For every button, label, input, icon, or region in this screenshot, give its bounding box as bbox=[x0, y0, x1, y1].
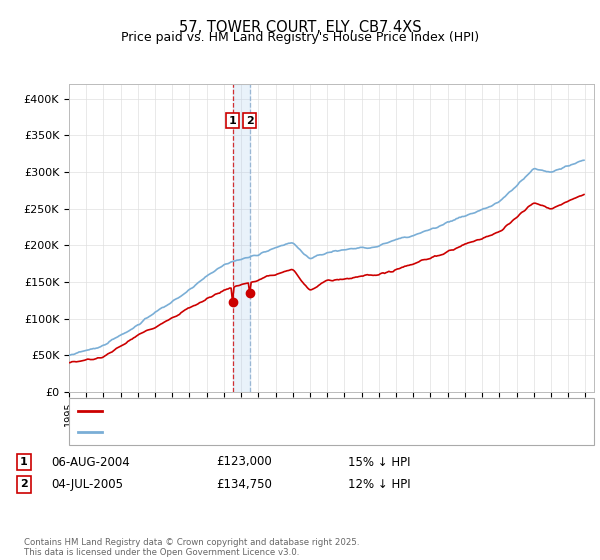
Text: 15% ↓ HPI: 15% ↓ HPI bbox=[348, 455, 410, 469]
Text: 1: 1 bbox=[20, 457, 28, 467]
Text: 12% ↓ HPI: 12% ↓ HPI bbox=[348, 478, 410, 491]
Text: 2: 2 bbox=[20, 479, 28, 489]
Text: HPI: Average price, semi-detached house, East Cambridgeshire: HPI: Average price, semi-detached house,… bbox=[105, 427, 451, 437]
Text: £123,000: £123,000 bbox=[216, 455, 272, 469]
Text: Contains HM Land Registry data © Crown copyright and database right 2025.
This d: Contains HM Land Registry data © Crown c… bbox=[24, 538, 359, 557]
Text: 1: 1 bbox=[229, 116, 236, 125]
Text: Price paid vs. HM Land Registry's House Price Index (HPI): Price paid vs. HM Land Registry's House … bbox=[121, 31, 479, 44]
Text: £134,750: £134,750 bbox=[216, 478, 272, 491]
Text: 06-AUG-2004: 06-AUG-2004 bbox=[51, 455, 130, 469]
Text: 57, TOWER COURT, ELY, CB7 4XS (semi-detached house): 57, TOWER COURT, ELY, CB7 4XS (semi-deta… bbox=[105, 406, 415, 416]
Text: 57, TOWER COURT, ELY, CB7 4XS: 57, TOWER COURT, ELY, CB7 4XS bbox=[179, 20, 421, 35]
Text: 2: 2 bbox=[246, 116, 254, 125]
Bar bbox=[233, 84, 250, 392]
Text: 04-JUL-2005: 04-JUL-2005 bbox=[51, 478, 123, 491]
